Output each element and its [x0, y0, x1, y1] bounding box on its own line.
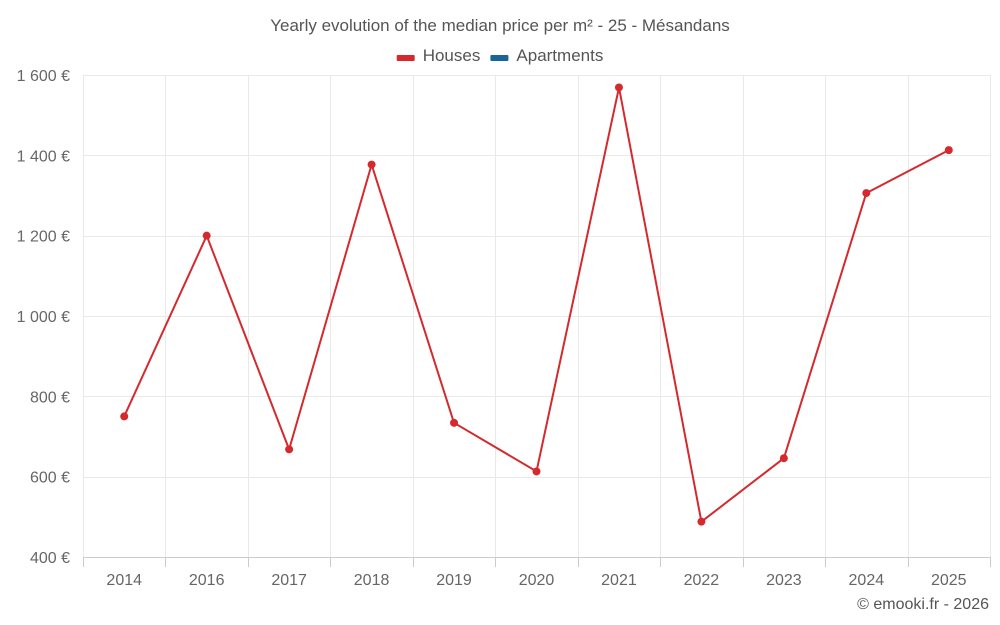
data-point[interactable] [367, 160, 376, 169]
x-tick-label: 2019 [436, 572, 472, 589]
y-tick-label: 800 € [30, 389, 70, 406]
x-tick-label: 2023 [766, 572, 802, 589]
y-tick-label: 1 000 € [17, 309, 70, 326]
x-tick-label: 2020 [519, 572, 555, 589]
y-tick-label: 1 400 € [17, 148, 70, 165]
credits-text: © emooki.fr - 2026 [857, 596, 989, 613]
x-tick-label: 2018 [354, 572, 390, 589]
y-tick-label: 600 € [30, 470, 70, 487]
y-tick-label: 400 € [30, 550, 70, 567]
series-layer [120, 83, 953, 526]
legend-label: Apartments [516, 46, 603, 65]
x-tick-label: 2024 [849, 572, 885, 589]
data-point[interactable] [779, 454, 788, 463]
x-tick-label: 2021 [601, 572, 637, 589]
x-axis: 2014 2016 2017 2018 2019 2020 2021 2022 2023 2024… [83, 557, 991, 589]
x-tick-label: 2016 [189, 572, 225, 589]
legend: Houses Apartments [396, 46, 603, 65]
y-tick-label: 1 200 € [17, 229, 70, 246]
x-tick-label: 2025 [931, 572, 967, 589]
data-point[interactable] [614, 83, 623, 92]
legend-label: Houses [423, 46, 481, 65]
data-point[interactable] [862, 189, 871, 198]
data-point[interactable] [202, 231, 211, 240]
x-tick-label: 2014 [106, 572, 142, 589]
data-point[interactable] [120, 412, 129, 421]
legend-item-houses[interactable]: Houses [396, 46, 481, 65]
data-point[interactable] [944, 146, 953, 155]
x-tick-label: 2022 [684, 572, 720, 589]
legend-swatch [396, 55, 415, 61]
data-point[interactable] [450, 418, 459, 427]
legend-item-apartments[interactable]: Apartments [490, 46, 603, 65]
data-point[interactable] [532, 467, 541, 476]
data-point[interactable] [285, 445, 294, 454]
grid [83, 75, 991, 557]
x-tick-label: 2017 [271, 572, 307, 589]
legend-swatch [490, 55, 509, 61]
data-point[interactable] [697, 517, 706, 526]
y-tick-label: 1 600 € [17, 68, 70, 85]
y-axis: 400 € 600 € 800 € 1 000 € 1 200 € 1 400 € 1 60… [17, 68, 70, 567]
chart-title: Yearly evolution of the median price per… [270, 16, 730, 35]
